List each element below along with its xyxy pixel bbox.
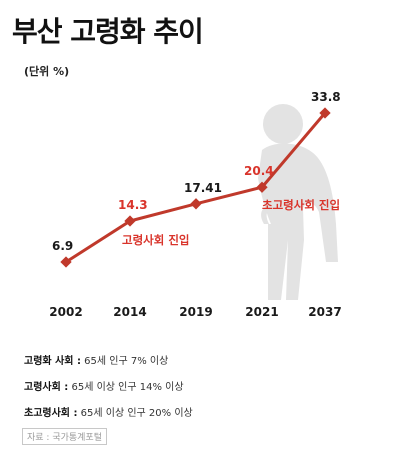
definition-desc: 65세 이상 인구 20% 이상 (80, 408, 193, 419)
x-tick-labels: 2002 2014 2019 2021 2037 (49, 305, 341, 319)
annotation-aged-society: 고령사회 진입 (122, 233, 189, 247)
data-value-label: 17.41 (184, 181, 222, 195)
data-point-marker (256, 181, 268, 193)
page-title: 부산 고령화 추이 (12, 15, 204, 48)
definition-term: 고령화 사회 : (24, 356, 81, 367)
definition-row: 고령사회 : 65세 이상 인구 14% 이상 (24, 378, 184, 393)
definition-desc: 65세 인구 7% 이상 (84, 356, 169, 367)
unit-label: (단위 %) (24, 65, 70, 78)
x-tick-label: 2037 (308, 305, 341, 319)
definition-row: 고령화 사회 : 65세 인구 7% 이상 (24, 352, 168, 367)
elderly-person-with-cane-icon (258, 104, 338, 300)
definition-row: 초고령사회 : 65세 이상 인구 20% 이상 (24, 404, 193, 419)
data-value-label: 14.3 (118, 198, 148, 212)
data-value-label: 33.8 (311, 90, 341, 104)
definition-term: 고령사회 : (24, 382, 69, 393)
value-labels: 6.9 14.3 17.41 20.4 33.8 (52, 90, 341, 253)
x-tick-label: 2021 (245, 305, 278, 319)
definition-desc: 65세 이상 인구 14% 이상 (71, 382, 184, 393)
source-note: 자료 : 국가통계포털 (22, 428, 107, 445)
annotation-super-aged-society: 초고령사회 진입 (262, 198, 340, 212)
x-tick-label: 2002 (49, 305, 82, 319)
x-tick-label: 2019 (179, 305, 212, 319)
data-value-label: 6.9 (52, 239, 73, 253)
definition-term: 초고령사회 : (24, 408, 78, 419)
data-point-marker (190, 198, 202, 210)
x-tick-label: 2014 (113, 305, 146, 319)
data-value-label: 20.4 (244, 164, 274, 178)
